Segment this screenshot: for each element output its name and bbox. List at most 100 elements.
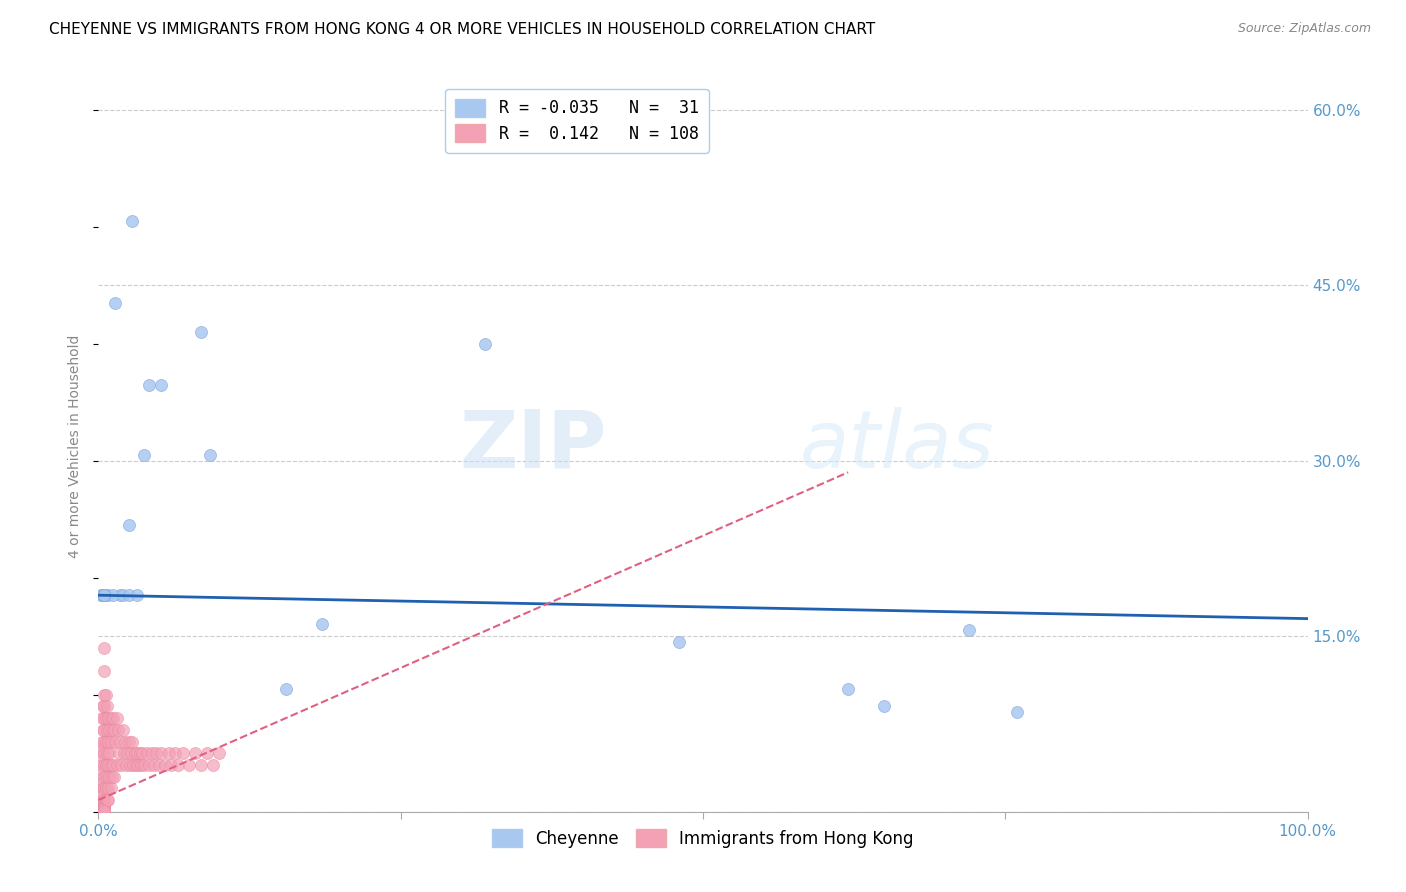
Point <box>93 699 115 714</box>
Point <box>93 752 115 766</box>
Point <box>108 734 131 748</box>
Point <box>167 758 190 772</box>
Point <box>121 213 143 227</box>
Point <box>91 770 114 784</box>
Point <box>184 746 207 760</box>
Point <box>311 617 333 632</box>
Point <box>134 758 156 772</box>
Point <box>93 588 115 602</box>
Point <box>274 681 297 696</box>
Point <box>93 758 115 772</box>
Point <box>103 770 125 784</box>
Point <box>105 758 128 772</box>
Text: Source: ZipAtlas.com: Source: ZipAtlas.com <box>1237 22 1371 36</box>
Point <box>160 758 183 772</box>
Point <box>172 746 194 760</box>
Point <box>474 336 496 351</box>
Point <box>98 770 121 784</box>
Point <box>91 781 114 796</box>
Point <box>118 758 141 772</box>
Point <box>127 588 149 602</box>
Point <box>91 758 114 772</box>
Point <box>138 377 160 392</box>
Point <box>91 588 114 602</box>
Point <box>91 793 114 807</box>
Point <box>93 797 115 812</box>
Point <box>93 665 115 679</box>
Point <box>131 746 153 760</box>
Point <box>117 746 139 760</box>
Text: atlas: atlas <box>800 407 994 485</box>
Point <box>837 681 859 696</box>
Point <box>141 746 163 760</box>
Point <box>93 801 115 815</box>
Point <box>91 793 114 807</box>
Point <box>91 711 114 725</box>
Y-axis label: 4 or more Vehicles in Household: 4 or more Vehicles in Household <box>69 334 83 558</box>
Point <box>93 723 115 737</box>
Point <box>93 804 115 818</box>
Point <box>100 723 122 737</box>
Text: CHEYENNE VS IMMIGRANTS FROM HONG KONG 4 OR MORE VEHICLES IN HOUSEHOLD CORRELATIO: CHEYENNE VS IMMIGRANTS FROM HONG KONG 4 … <box>49 22 876 37</box>
Point <box>93 740 115 755</box>
Point <box>134 448 156 462</box>
Point <box>179 758 201 772</box>
Point <box>111 723 134 737</box>
Point <box>128 746 150 760</box>
Point <box>110 758 132 772</box>
Point <box>90 588 112 602</box>
Point <box>93 796 115 810</box>
Point <box>190 758 212 772</box>
Point <box>873 699 896 714</box>
Point <box>97 734 120 748</box>
Point <box>91 781 114 796</box>
Point <box>118 588 141 602</box>
Point <box>195 746 218 760</box>
Point <box>93 711 115 725</box>
Point <box>202 758 225 772</box>
Point <box>208 746 231 760</box>
Point <box>96 746 118 760</box>
Point <box>94 734 117 748</box>
Point <box>94 688 117 702</box>
Point <box>101 588 124 602</box>
Point <box>97 588 120 602</box>
Point <box>138 758 160 772</box>
Point <box>122 758 145 772</box>
Point <box>93 588 115 602</box>
Point <box>96 699 118 714</box>
Point <box>93 588 115 602</box>
Point <box>135 746 157 760</box>
Point <box>143 758 166 772</box>
Point <box>94 711 117 725</box>
Point <box>93 798 115 813</box>
Point <box>93 793 115 807</box>
Point <box>93 781 115 796</box>
Point <box>145 746 167 760</box>
Point <box>127 746 149 760</box>
Point <box>96 723 118 737</box>
Point <box>93 588 115 602</box>
Point <box>97 781 120 796</box>
Point <box>107 723 129 737</box>
Point <box>115 758 138 772</box>
Point <box>118 518 141 533</box>
Point <box>100 758 122 772</box>
Point <box>97 711 120 725</box>
Point <box>150 746 173 760</box>
Point <box>96 770 118 784</box>
Point <box>163 746 186 760</box>
Point <box>198 448 221 462</box>
Point <box>93 746 115 760</box>
Point <box>97 758 120 772</box>
Point <box>100 734 122 748</box>
Point <box>100 770 122 784</box>
Point <box>118 734 141 748</box>
Point <box>93 764 115 778</box>
Point <box>148 758 170 772</box>
Point <box>125 758 148 772</box>
Point <box>108 746 131 760</box>
Point <box>93 775 115 789</box>
Point <box>120 746 142 760</box>
Point <box>190 325 212 339</box>
